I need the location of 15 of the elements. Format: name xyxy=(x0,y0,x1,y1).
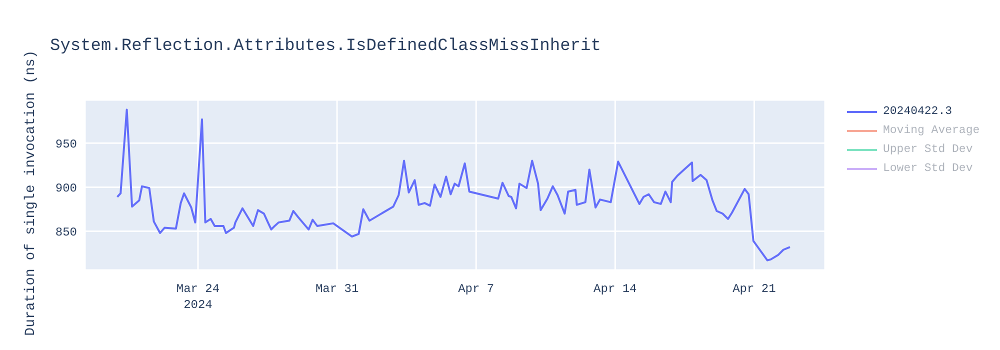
y-tick-label: 950 xyxy=(55,137,77,152)
x-tick-label: Apr 14 xyxy=(594,282,637,296)
legend-label: 20240422.3 xyxy=(883,105,952,118)
x-tick-label: Apr 7 xyxy=(458,282,494,296)
y-axis-title: Duration of single invocation (ns) xyxy=(23,50,39,336)
legend-label: Lower Std Dev xyxy=(883,162,973,175)
x-tick-label: Mar 31 xyxy=(315,282,359,296)
legend-label: Upper Std Dev xyxy=(883,143,973,156)
line-series xyxy=(116,108,791,262)
legend-label: Moving Average xyxy=(883,124,980,137)
x-tick-label: Mar 24 2024 xyxy=(176,282,220,312)
y-tick-label: 900 xyxy=(55,181,77,196)
x-tick-label: Apr 21 xyxy=(732,282,776,296)
y-tick-label: 850 xyxy=(55,226,77,240)
chart-title: System.Reflection.Attributes.IsDefinedClassMissInherit xyxy=(50,37,601,56)
